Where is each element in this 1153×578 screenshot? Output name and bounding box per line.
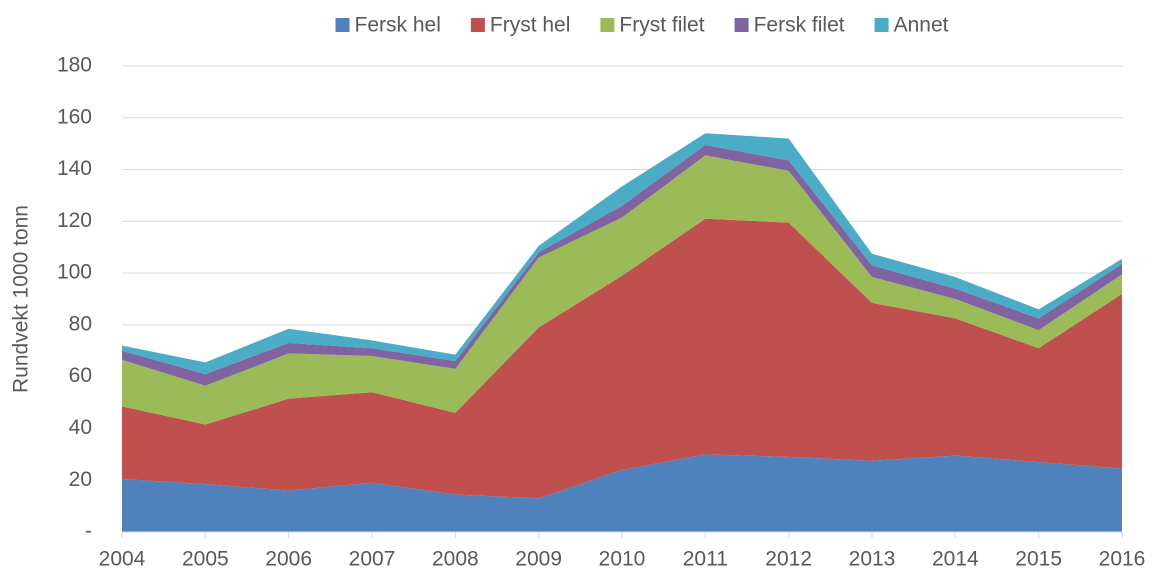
- legend-label: Fryst filet: [619, 14, 704, 37]
- legend-label: Fersk filet: [754, 14, 845, 37]
- x-tick-label: 2015: [1015, 548, 1062, 571]
- legend-swatch: [600, 18, 615, 32]
- legend-swatch: [874, 18, 889, 32]
- legend: Fersk hel Fryst hel Fryst filet Fersk filet…: [335, 14, 949, 37]
- y-tick-label: 140: [57, 157, 92, 180]
- y-tick-label: -: [85, 520, 92, 543]
- x-tick-label: 2014: [932, 548, 979, 571]
- area: [122, 218, 1122, 499]
- y-tick-label: 100: [57, 261, 92, 284]
- legend-swatch: [470, 18, 485, 32]
- x-tick-label: 2006: [265, 548, 312, 571]
- x-tick-label: 2013: [849, 548, 896, 571]
- y-tick-label: 20: [69, 468, 92, 491]
- y-tick-label: 120: [57, 209, 92, 232]
- legend-label: Annet: [894, 14, 949, 37]
- x-tick-label: 2008: [432, 548, 479, 571]
- legend-swatch: [734, 18, 749, 32]
- x-tick-label: 2005: [182, 548, 229, 571]
- x-tick-label: 2009: [515, 548, 562, 571]
- x-tick-label: 2007: [349, 548, 396, 571]
- x-tick-label: 2010: [599, 548, 646, 571]
- y-tick-label: 40: [69, 416, 92, 439]
- y-tick-label: 80: [69, 312, 92, 335]
- area: [122, 454, 1122, 532]
- y-tick-label: 160: [57, 105, 92, 128]
- legend-swatch: [335, 18, 350, 32]
- areas: [122, 133, 1122, 532]
- y-axis-label: Rundvekt 1000 tonn: [10, 205, 33, 393]
- legend-label: Fersk hel: [355, 14, 441, 37]
- x-tick-label: 2004: [99, 548, 146, 571]
- y-tick-label: 180: [57, 54, 92, 77]
- legend-label: Fryst hel: [490, 14, 571, 37]
- y-tick-label: 60: [69, 364, 92, 387]
- x-tick-label: 2011: [683, 548, 728, 571]
- x-tick-label: 2012: [765, 548, 812, 571]
- area: [122, 155, 1122, 425]
- x-tick-label: 2016: [1099, 548, 1146, 571]
